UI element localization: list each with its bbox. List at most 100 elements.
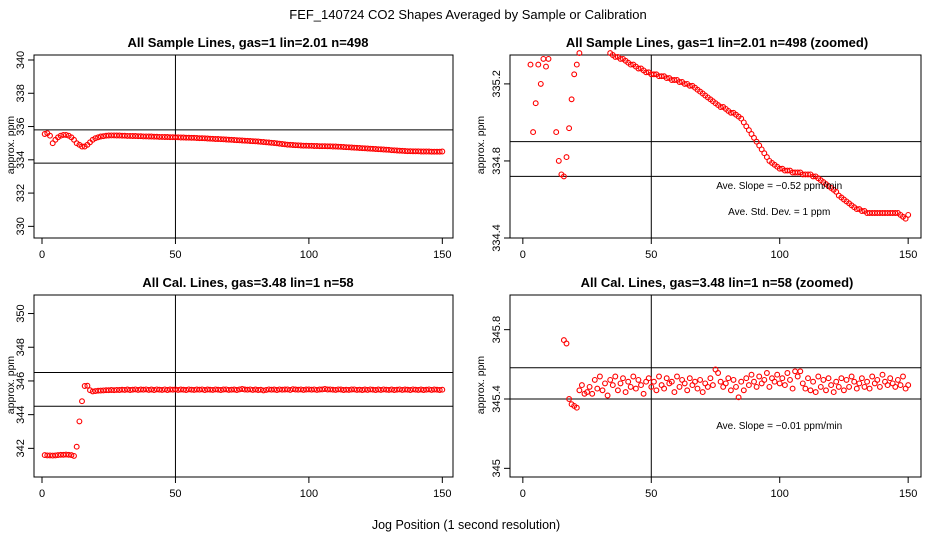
data-point <box>55 452 61 459</box>
data-point <box>707 375 714 382</box>
data-point <box>853 206 860 213</box>
data-point <box>428 386 435 393</box>
data-point <box>830 389 837 396</box>
data-point <box>343 144 350 151</box>
y-tick-label: 344 <box>15 405 27 423</box>
data-point <box>617 55 624 62</box>
data-point <box>861 383 868 390</box>
data-point <box>127 387 134 393</box>
panel-sample-lines: All Sample Lines, gas=1 lin=2.01 n=498 a… <box>5 35 454 261</box>
data-point <box>797 368 804 375</box>
data-point <box>756 373 763 380</box>
data-point <box>129 386 136 393</box>
data-point <box>609 382 616 389</box>
data-point <box>717 378 724 385</box>
x-tick-label: 50 <box>645 488 657 500</box>
panel-cal-lines-zoomed: All Cal. Lines, gas=3.48 lin=1 n=58 (zoo… <box>475 275 922 500</box>
data-point <box>578 382 585 389</box>
data-point <box>353 386 360 393</box>
data-point <box>343 386 350 393</box>
data-point <box>905 211 912 218</box>
data-point <box>625 378 632 385</box>
data-point <box>284 386 291 393</box>
data-point <box>573 404 580 411</box>
data-point <box>260 387 267 394</box>
data-point <box>439 148 446 155</box>
data-point <box>65 451 72 458</box>
data-point <box>527 61 534 68</box>
data-point <box>607 376 614 383</box>
y-tick-label: 340 <box>15 51 27 69</box>
data-point <box>627 383 634 390</box>
panel-title: All Sample Lines, gas=1 lin=2.01 n=498 <box>128 35 369 50</box>
y-tick-label: 336 <box>15 117 27 135</box>
data-point <box>833 188 840 195</box>
data-point <box>132 133 139 139</box>
x-tick-label: 50 <box>645 249 657 261</box>
data-point <box>638 382 644 389</box>
data-point <box>361 145 368 152</box>
data-point <box>627 61 634 68</box>
y-tick-label: 334.8 <box>491 147 503 175</box>
data-point <box>199 135 206 142</box>
data-point <box>156 133 163 140</box>
data-point <box>100 133 107 140</box>
data-point <box>856 380 863 387</box>
data-point <box>602 380 608 387</box>
data-point <box>817 383 824 390</box>
data-point <box>838 375 845 382</box>
data-point <box>215 136 222 142</box>
data-point <box>44 452 51 459</box>
data-point <box>799 380 806 387</box>
data-point <box>599 387 606 394</box>
data-point <box>735 394 742 401</box>
data-point <box>576 387 583 394</box>
data-point <box>148 386 155 393</box>
data-point <box>771 378 778 385</box>
data-point <box>217 136 224 143</box>
data-point <box>530 129 537 136</box>
data-point <box>864 378 871 385</box>
data-point <box>591 376 598 383</box>
data-point <box>763 370 770 376</box>
data-point <box>869 373 876 380</box>
data-point <box>97 387 104 394</box>
data-point <box>148 133 155 140</box>
data-point <box>840 387 847 394</box>
data-point <box>715 370 722 376</box>
panel-sample-lines-zoomed: All Sample Lines, gas=1 lin=2.01 n=498 (… <box>475 35 922 261</box>
data-point <box>207 135 214 142</box>
data-point <box>175 386 182 393</box>
data-point <box>776 380 783 387</box>
data-point <box>132 386 139 393</box>
y-axis-label: approx. ppm <box>5 356 17 415</box>
data-point <box>674 373 680 380</box>
data-point <box>353 144 360 151</box>
data-point <box>745 127 752 134</box>
data-point <box>620 375 626 382</box>
data-point <box>704 383 711 390</box>
data-point <box>668 378 675 385</box>
data-point <box>568 96 575 103</box>
data-point <box>95 134 102 141</box>
data-point <box>614 387 621 394</box>
data-point <box>825 375 832 382</box>
data-point <box>576 50 583 57</box>
data-point <box>396 147 403 154</box>
data-point <box>241 386 248 393</box>
data-point <box>391 387 398 393</box>
x-tick-label: 0 <box>520 249 526 261</box>
plot-frame <box>33 294 454 478</box>
data-point <box>866 385 873 392</box>
data-point <box>645 375 652 382</box>
data-point <box>388 147 395 154</box>
data-point <box>377 146 384 153</box>
data-point <box>47 132 53 139</box>
data-point <box>846 383 853 390</box>
data-point <box>594 385 601 392</box>
data-point <box>717 104 724 110</box>
data-point <box>367 386 374 393</box>
data-point <box>257 138 264 145</box>
data-point <box>738 115 745 122</box>
data-point <box>758 146 765 153</box>
